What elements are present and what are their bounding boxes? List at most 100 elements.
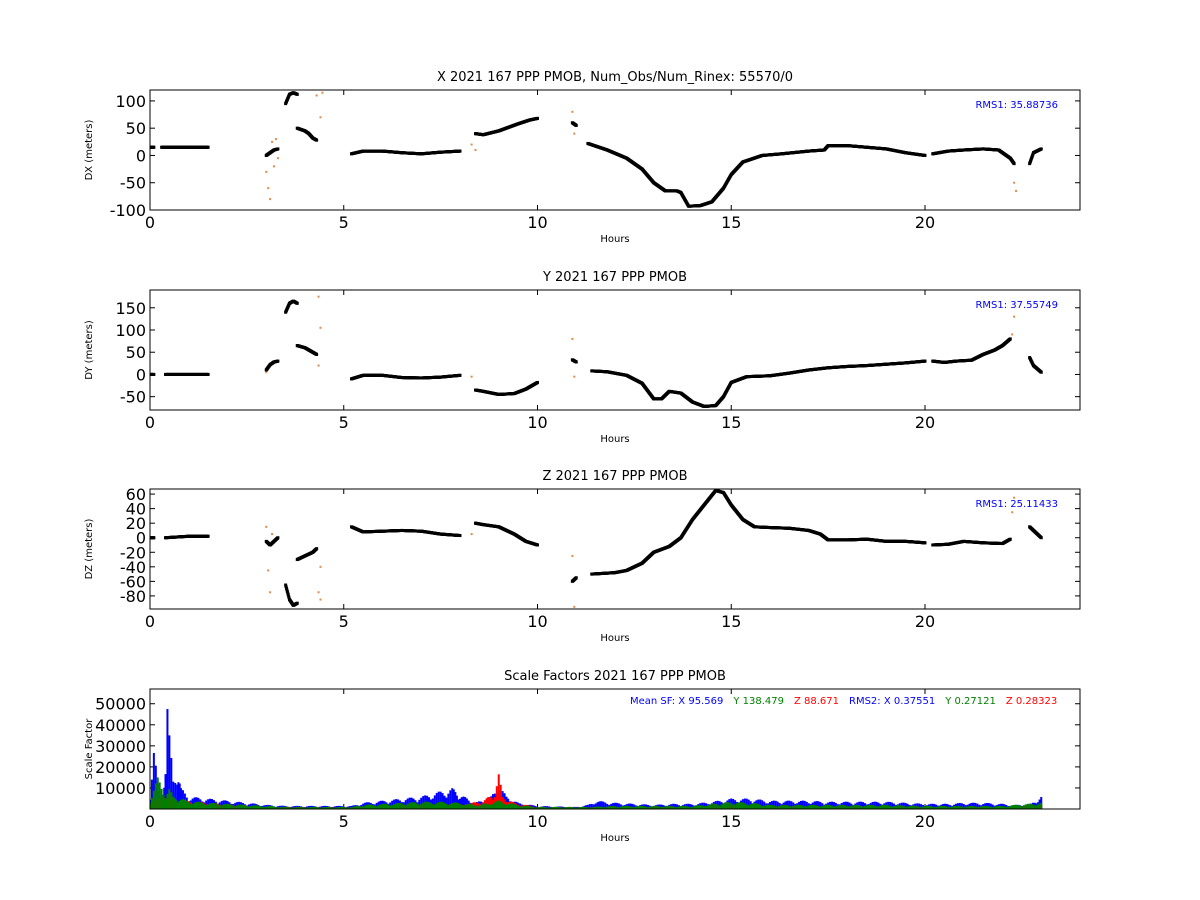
series-0 <box>150 709 1043 809</box>
data-point <box>315 547 319 551</box>
x-tick-label: 0 <box>145 413 155 432</box>
series-segment <box>931 537 1012 547</box>
sf-bar <box>441 793 444 809</box>
series-segment <box>150 372 156 376</box>
outlier-point <box>573 132 576 135</box>
sf-bar <box>437 791 440 809</box>
outlier-point <box>276 157 279 160</box>
chart-title: Scale Factors 2021 167 PPP PMOB <box>504 669 726 684</box>
sf-bar <box>177 782 180 809</box>
series-segment <box>931 337 1012 364</box>
x-tick-label: 10 <box>527 612 547 631</box>
data-point <box>536 380 539 384</box>
sf-bar <box>420 797 423 809</box>
series-segment <box>590 489 927 576</box>
y-tick-label: 40000 <box>95 716 146 735</box>
plot-area <box>150 91 1043 208</box>
sf-bar <box>178 783 181 809</box>
sf-bar <box>152 752 155 809</box>
y-axis-label: Scale Factor <box>84 718 95 780</box>
y-tick-label: -20 <box>120 543 146 562</box>
x-tick-label: 0 <box>145 812 155 831</box>
y-tick-label: 60 <box>126 485 146 504</box>
series-segment <box>474 380 539 396</box>
y-tick-label: 0 <box>136 529 146 548</box>
sf-bar <box>220 801 223 809</box>
chart-title: X 2021 167 PPP PMOB, Num_Obs/Num_Rinex: … <box>437 70 793 85</box>
y-tick-label: 20 <box>126 514 146 533</box>
y-tick-label: -80 <box>120 587 146 606</box>
outlier-point <box>267 187 270 190</box>
sf-bar <box>443 795 446 809</box>
x-tick-label: 15 <box>721 612 741 631</box>
x-tick-label: 10 <box>527 413 547 432</box>
data-point <box>315 352 319 356</box>
data-point <box>276 147 280 151</box>
data-point <box>536 116 539 120</box>
series-segment <box>150 145 156 149</box>
axes-frame <box>149 89 1081 211</box>
x-tick-label: 20 <box>915 812 935 831</box>
data-point <box>206 145 210 149</box>
x-tick-label: 0 <box>145 612 155 631</box>
series-segment <box>1028 356 1043 374</box>
plot-area <box>150 295 1043 408</box>
data-point <box>287 596 291 600</box>
series-segment <box>295 547 319 562</box>
sf-bar <box>464 797 467 809</box>
rms-annotation: RMS1: 35.88736 <box>975 100 1058 111</box>
plot-area <box>150 489 1043 608</box>
y-tick-label: 10000 <box>95 779 146 798</box>
outlier-point <box>319 326 322 329</box>
data-point <box>1012 162 1016 166</box>
y-tick-label: -60 <box>120 572 146 591</box>
y-tick-label: 40 <box>126 500 146 519</box>
series-segment <box>264 536 280 547</box>
sf-bar <box>455 795 458 809</box>
sf-bar <box>465 798 468 809</box>
axes-frame <box>149 289 1081 411</box>
data-point <box>923 153 927 157</box>
outlier-point <box>267 569 270 572</box>
series-segment <box>264 147 280 157</box>
rms-annotation: RMS1: 37.55749 <box>975 300 1058 311</box>
chart-title: Y 2021 167 PPP PMOB <box>542 270 687 285</box>
data-point <box>315 138 319 142</box>
series-segment <box>295 126 319 142</box>
sf-bar <box>460 797 463 809</box>
sf-bar <box>174 782 177 809</box>
outlier-point <box>321 91 324 94</box>
data-point <box>295 92 299 96</box>
outlier-point <box>1013 315 1016 318</box>
y-tick-label: 50000 <box>95 695 146 714</box>
sf-bar <box>375 802 378 809</box>
x-tick-label: 10 <box>527 213 547 232</box>
sf-bar <box>180 788 182 809</box>
outlier-point <box>269 198 272 201</box>
sf-bar <box>462 796 465 809</box>
outlier-point <box>571 110 574 113</box>
y-axis-label: DX (meters) <box>84 119 95 180</box>
sf-bar <box>445 797 448 809</box>
outlier-point <box>319 116 322 119</box>
data-point <box>574 360 578 364</box>
data-point <box>285 589 289 593</box>
sf-bar <box>164 774 167 809</box>
series-segment <box>474 521 539 547</box>
chart-title: Z 2021 167 PPP PMOB <box>542 469 687 484</box>
data-point <box>284 586 288 590</box>
series-segment <box>474 116 539 137</box>
y-tick-label: 100 <box>115 92 146 111</box>
series-segment <box>350 149 462 156</box>
series-segment <box>284 299 299 314</box>
y-tick-label: -50 <box>120 388 146 407</box>
x-tick-label: 0 <box>145 213 155 232</box>
series-segment <box>284 91 299 106</box>
series-segment <box>164 534 210 540</box>
series-segment <box>1028 147 1043 166</box>
outlier-point <box>317 364 320 367</box>
data-point <box>295 301 299 305</box>
data-point <box>923 359 927 363</box>
data-point <box>152 536 156 540</box>
outlier-point <box>265 371 268 374</box>
